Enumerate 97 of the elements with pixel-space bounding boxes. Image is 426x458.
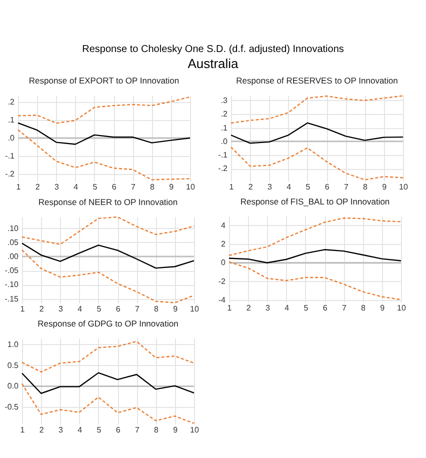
x-tick-label: 8 [361,303,366,312]
x-tick-label: 9 [382,182,388,192]
x-tick-label: 6 [324,182,330,192]
y-tick-label: -0.5 [4,402,20,412]
x-tick-label: 6 [112,182,117,192]
x-tick-label: 6 [116,425,121,434]
chart-title: Response of EXPORT to OP Innovation [28,75,180,86]
x-tick-label: 8 [150,182,156,192]
y-tick-label: -.2 [5,168,16,178]
y-tick-label: 0 [221,258,226,267]
chart-title: Response of FIS_BAL to OP Innovation [240,196,390,206]
y-tick-label: 4 [221,220,226,230]
y-tick-label: .2 [220,109,228,118]
x-tick-label: 3 [54,182,60,192]
y-tick-label: -2 [218,276,226,286]
text: Australia [186,56,240,72]
line-series [228,217,402,256]
x-tick-label: 7 [130,182,136,192]
x-tick-label: 5 [306,182,311,192]
x-tick-label: 9 [169,182,174,192]
x-tick-label: 8 [154,425,160,434]
x-tick-label: 6 [116,304,121,314]
x-tick-label: 7 [342,303,347,312]
line-series [21,340,195,372]
x-tick-label: 10 [186,182,196,192]
line-series [17,96,191,124]
y-tick-label: .0 [8,133,16,142]
x-tick-label: 2 [35,182,40,192]
y-tick-label: -.05 [4,266,20,275]
x-tick-label: 1 [229,182,234,192]
y-tick-label: .2 [8,97,16,106]
x-tick-label: 3 [267,182,272,192]
line-series [230,122,404,144]
x-tick-label: 8 [154,304,160,314]
x-tick-label: 7 [344,182,349,192]
chart-title: Response of RESERVES to OP Innovation [236,75,398,86]
x-tick-label: 1 [20,304,26,314]
line-series [230,94,404,124]
x-tick-label: 2 [39,425,44,434]
y-tick-label: .05 [7,237,20,246]
x-tick-label: 1 [227,303,232,312]
x-tick-label: 8 [363,182,368,192]
x-tick-label: 5 [304,303,309,312]
y-tick-label: 2 [221,239,226,248]
x-tick-label: 7 [134,304,140,314]
line-series [21,372,195,394]
y-tick-label: -.10 [4,280,20,289]
line-series [21,242,195,268]
x-tick-label: 3 [58,304,64,314]
x-tick-label: 1 [16,182,22,192]
x-tick-label: 5 [92,182,98,192]
x-tick-label: 4 [74,182,79,192]
y-tick-label: .10 [7,223,20,232]
y-tick-label: 0.0 [7,381,20,390]
x-tick-label: 9 [380,303,386,312]
x-tick-label: 3 [58,425,64,434]
y-tick-label: .0 [220,136,228,146]
x-tick-label: 5 [96,304,102,314]
x-tick-label: 4 [286,182,292,192]
x-tick-label: 6 [322,303,328,312]
y-tick-label: .3 [220,96,228,105]
x-tick-label: 3 [265,303,270,312]
x-tick-label: 4 [78,304,83,314]
chart-title: Response of NEER to OP Innovation [38,196,178,206]
line-series [228,248,402,263]
line-series [17,128,191,180]
line-series [21,248,195,303]
chart-title: Response of GDPG to OP Innovation [38,318,179,328]
y-tick-label: 1.0 [7,339,20,348]
y-tick-label: -.1 [5,151,16,160]
x-tick-label: 5 [96,425,102,434]
y-tick-label: -.1 [218,150,228,160]
y-tick-label: .00 [7,252,20,261]
x-tick-label: 4 [284,303,290,312]
x-tick-label: 10 [190,304,200,314]
x-tick-label: 10 [399,182,408,192]
text: Response to Cholesky One S.D. (d.f. adjusted) Innovations [81,44,345,56]
y-tick-label: -.2 [218,164,228,173]
line-series [21,216,195,245]
y-tick-label: .1 [220,122,228,132]
x-tick-label: 2 [246,303,252,312]
line-series [230,146,404,180]
x-tick-label: 2 [39,304,44,314]
x-tick-label: 4 [78,425,83,434]
line-series [17,122,191,144]
x-tick-label: 9 [173,425,178,434]
x-tick-label: 7 [134,425,140,434]
x-tick-label: 1 [20,425,26,434]
y-tick-label: 0.5 [7,360,20,370]
y-tick-label: -4 [218,295,226,304]
line-series [21,382,195,424]
y-tick-label: -.15 [4,294,20,303]
y-tick-label: .1 [8,115,16,124]
x-tick-label: 2 [248,182,254,192]
x-tick-label: 10 [190,425,200,434]
x-tick-label: 9 [173,304,178,314]
x-tick-label: 10 [397,303,406,312]
